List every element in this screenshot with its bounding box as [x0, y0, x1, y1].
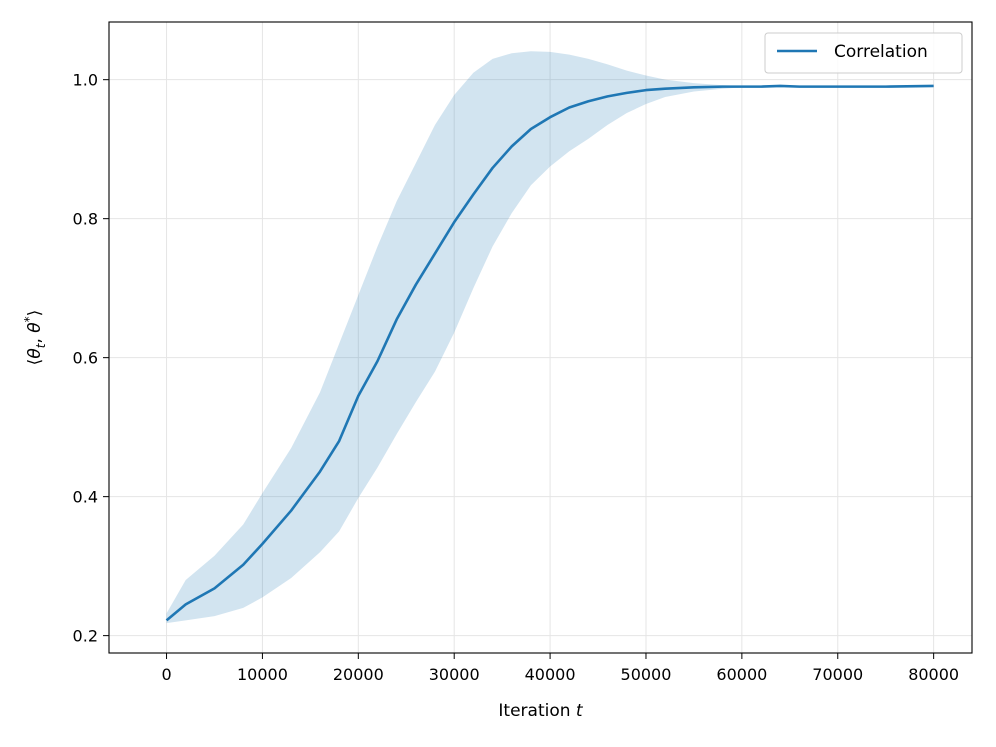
correlation-line-group	[165, 84, 934, 622]
y-axis-ticks: 0.2 0.4 0.6 0.8 1.0	[73, 71, 109, 646]
x-tick-label: 50000	[621, 665, 672, 684]
legend: Correlation	[764, 32, 963, 74]
x-tick-label: 20000	[333, 665, 384, 684]
y-tick-label: 1.0	[73, 71, 98, 90]
x-tick-label: 0	[161, 665, 171, 684]
confidence-band	[166, 51, 934, 624]
confidence-band-group	[166, 51, 934, 624]
x-tick-label: 40000	[525, 665, 576, 684]
y-tick-label: 0.6	[73, 349, 98, 368]
x-tick-label: 10000	[237, 665, 288, 684]
y-tick-label: 0.4	[73, 488, 98, 507]
legend-box	[764, 32, 963, 74]
x-tick-label: 60000	[716, 665, 767, 684]
x-tick-label: 70000	[812, 665, 863, 684]
x-tick-label: 80000	[908, 665, 959, 684]
x-axis-label: Iteration t	[498, 701, 584, 721]
legend-label-correlation: Correlation	[834, 42, 928, 62]
x-axis-ticks: 0 10000 20000 30000 40000 50000 60000 70000 8000…	[161, 653, 959, 684]
y-tick-label: 0.2	[73, 627, 98, 646]
correlation-line	[165, 84, 934, 622]
y-axis-label: ⟨θt, θ*⟩	[22, 310, 48, 366]
plot-frame	[108, 21, 973, 654]
grid-lines	[109, 22, 972, 653]
x-tick-label: 30000	[429, 665, 480, 684]
y-tick-label: 0.8	[73, 210, 98, 229]
